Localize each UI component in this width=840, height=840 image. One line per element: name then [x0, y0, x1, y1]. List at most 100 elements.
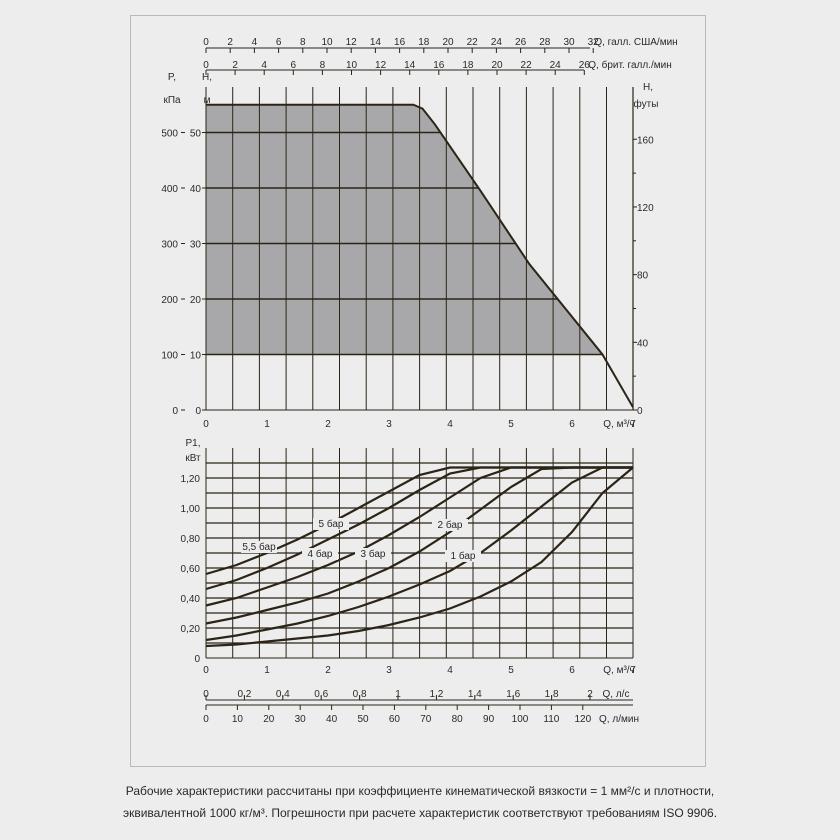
power-x-tick-label: 6 — [569, 665, 575, 676]
head-kpa-tick-label: 300 — [161, 240, 178, 251]
ls-tick-label: 1,6 — [506, 689, 520, 700]
head-kpa-tick-label: 0 — [172, 406, 178, 417]
series-label-bg — [313, 518, 349, 530]
power-y-tick-label: 0,60 — [181, 564, 201, 575]
power-y-tick-label: 0 — [194, 654, 200, 665]
power-y-tick-label: 0,40 — [181, 594, 201, 605]
uk-gal-tick-label: 14 — [404, 60, 416, 71]
us-gal-tick-label: 8 — [300, 37, 306, 48]
uk-gal-tick-label: 20 — [491, 60, 503, 71]
head-ft-tick-label: 40 — [637, 338, 649, 349]
us-gal-axis-label: Q, галл. США/мин — [594, 37, 677, 48]
ls-tick-label: 1,4 — [468, 689, 482, 700]
us-gal-tick-label: 4 — [252, 37, 258, 48]
head-ft-label: футы — [634, 98, 659, 110]
lmin-tick-label: 50 — [357, 714, 369, 725]
power-series-line — [205, 466, 634, 648]
ls-tick-label: 0,4 — [276, 689, 290, 700]
series-label-bg — [355, 548, 391, 560]
head-m-tick-label: 0 — [195, 406, 201, 417]
head-ft-tick-label: 160 — [637, 135, 654, 146]
power-x-tick-label: 5 — [508, 665, 514, 676]
power-series-line — [205, 466, 633, 625]
ls-tick-label: 0 — [203, 689, 209, 700]
series-label-bg — [445, 550, 481, 562]
ls-tick-label: 0,2 — [237, 689, 251, 700]
us-gal-tick-label: 28 — [539, 37, 551, 48]
lmin-tick-label: 100 — [512, 714, 529, 725]
head-ft-tick-label: 0 — [637, 406, 643, 417]
head-m-tick-label: 40 — [190, 184, 202, 195]
head-ft-tick-label: 120 — [637, 203, 654, 214]
lmin-tick-label: 20 — [263, 714, 275, 725]
head-kpa-tick-label: 400 — [161, 184, 178, 195]
head-ft-tick-label: 80 — [637, 271, 649, 282]
us-gal-tick-label: 6 — [276, 37, 282, 48]
power-y-tick-label: 1,00 — [181, 504, 201, 515]
head-m-tick-label: 10 — [190, 351, 202, 362]
head-x-tick-label: 4 — [447, 419, 453, 430]
series-label: 4 бар — [308, 548, 333, 560]
series-label-bg — [241, 541, 277, 553]
series-label: 2 бар — [438, 519, 463, 531]
ls-tick-label: 0,6 — [314, 689, 328, 700]
caption-line-2: эквивалентной 1000 кг/м³. Погрешности пр… — [122, 806, 718, 820]
head-kpa-label: P, — [168, 72, 176, 83]
lmin-tick-label: 120 — [574, 714, 591, 725]
series-label-bg — [432, 519, 468, 531]
uk-gal-tick-label: 24 — [550, 60, 562, 71]
us-gal-tick-label: 26 — [515, 37, 527, 48]
head-x-tick-label: 0 — [203, 419, 209, 430]
lmin-axis-label: Q, л/мин — [599, 714, 639, 725]
lmin-tick-label: 0 — [203, 714, 209, 725]
us-gal-tick-label: 10 — [321, 37, 333, 48]
us-gal-tick-label: 20 — [442, 37, 454, 48]
power-x-tick-label: 0 — [203, 665, 209, 676]
lmin-tick-label: 10 — [232, 714, 244, 725]
head-x-tick-label: 3 — [386, 419, 392, 430]
head-x-axis-label: Q, м³/ч — [603, 419, 635, 430]
series-label: 3 бар — [361, 548, 386, 560]
head-kpa-tick-label: 200 — [161, 295, 178, 306]
us-gal-tick-label: 2 — [227, 37, 233, 48]
uk-gal-tick-label: 6 — [291, 60, 297, 71]
power-x-tick-label: 2 — [325, 665, 331, 676]
power-y-tick-label: 0,80 — [181, 534, 201, 545]
head-m-tick-label: 50 — [190, 129, 202, 140]
us-gal-tick-label: 24 — [491, 37, 503, 48]
uk-gal-tick-label: 10 — [346, 60, 358, 71]
us-gal-tick-label: 14 — [370, 37, 382, 48]
lmin-tick-label: 30 — [295, 714, 307, 725]
uk-gal-tick-label: 16 — [433, 60, 445, 71]
us-gal-tick-label: 18 — [418, 37, 430, 48]
lmin-tick-label: 60 — [389, 714, 401, 725]
series-label: 5 бар — [319, 518, 344, 530]
power-y-tick-label: 0,20 — [181, 624, 201, 635]
ls-tick-label: 1 — [395, 689, 401, 700]
head-x-tick-label: 7 — [630, 419, 636, 430]
head-chart: 010203040500100200300400500P,кПаH,м04080… — [161, 37, 677, 430]
ls-tick-label: 2 — [587, 689, 593, 700]
series-label: 5,5 бар — [242, 541, 276, 553]
uk-gal-tick-label: 22 — [521, 60, 533, 71]
lmin-tick-label: 40 — [326, 714, 338, 725]
head-x-tick-label: 1 — [264, 419, 270, 430]
us-gal-tick-label: 16 — [394, 37, 406, 48]
head-kpa-tick-label: 100 — [161, 351, 178, 362]
uk-gal-tick-label: 0 — [203, 60, 209, 71]
head-curve — [206, 103, 634, 408]
uk-gal-tick-label: 2 — [232, 60, 238, 71]
uk-gal-tick-label: 4 — [261, 60, 267, 71]
series-label-bg — [302, 548, 338, 560]
head-m-label: H, — [202, 72, 212, 83]
head-m-tick-label: 20 — [190, 295, 202, 306]
head-x-tick-label: 6 — [569, 419, 575, 430]
power-y-label: P1, — [185, 438, 200, 449]
series-label: 1 бар — [451, 550, 476, 562]
head-ft-label: H, — [643, 82, 653, 93]
power-x-tick-label: 7 — [630, 665, 636, 676]
uk-gal-tick-label: 26 — [579, 60, 591, 71]
head-x-tick-label: 2 — [325, 419, 331, 430]
uk-gal-tick-label: 18 — [462, 60, 474, 71]
power-x-tick-label: 4 — [447, 665, 453, 676]
